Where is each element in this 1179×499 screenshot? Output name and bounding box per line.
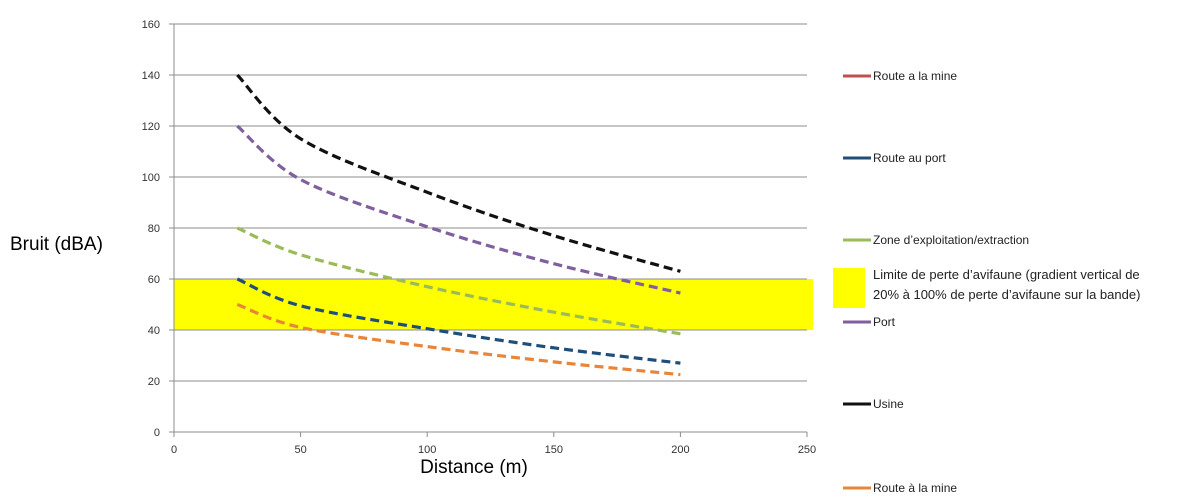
x-tick-label: 150 — [545, 444, 563, 456]
series-line — [236, 226, 681, 336]
legend-swatch-band — [833, 268, 865, 308]
series-line — [236, 277, 681, 365]
y-tick-label: 40 — [148, 325, 160, 337]
legend-label: Port — [873, 315, 896, 329]
y-tick-label: 60 — [148, 274, 160, 286]
x-tick-label: 50 — [294, 444, 306, 456]
grid-layer — [174, 23, 807, 382]
series-line — [236, 302, 681, 377]
series-line — [236, 73, 681, 273]
legend-label-band: 20% à 100% de perte d’avifaune sur la ba… — [873, 287, 1140, 302]
legend-label: Route a la mine — [873, 69, 957, 83]
x-tick-label: 200 — [671, 444, 689, 456]
y-tick-label: 160 — [142, 19, 160, 31]
x-tick-label: 0 — [171, 444, 177, 456]
y-tick-label: 140 — [142, 70, 160, 82]
legend-label: Usine — [873, 397, 904, 411]
band-layer — [174, 279, 813, 330]
y-tick-label: 0 — [154, 427, 160, 439]
x-axis-title: Distance (m) — [420, 457, 528, 478]
x-tick-label: 250 — [798, 444, 816, 456]
legend-label: Zone d’exploitation/extraction — [873, 233, 1029, 247]
x-tick-label: 100 — [418, 444, 436, 456]
y-tick-label: 120 — [142, 121, 160, 133]
y-tick-label: 100 — [142, 172, 160, 184]
series-line — [236, 124, 681, 295]
axes-layer — [169, 23, 808, 437]
y-axis-title: Bruit (dBA) — [10, 234, 103, 255]
tick-label-layer: 0 20 40 60 80 100 120 140 160 0 50 100 150 200 250 — [142, 19, 817, 456]
legend-layer: Route a la mine Route au port Zone d’explo… — [833, 69, 1140, 495]
legend-label: Route au port — [873, 151, 946, 165]
legend-label-band: Limite de perte d’avifaune (gradient ver… — [873, 267, 1140, 282]
series-layer — [236, 73, 681, 377]
y-tick-label: 20 — [148, 376, 160, 388]
band-rect — [174, 279, 813, 330]
legend-label: Route à la mine — [873, 481, 957, 494]
y-tick-label: 80 — [148, 223, 160, 235]
